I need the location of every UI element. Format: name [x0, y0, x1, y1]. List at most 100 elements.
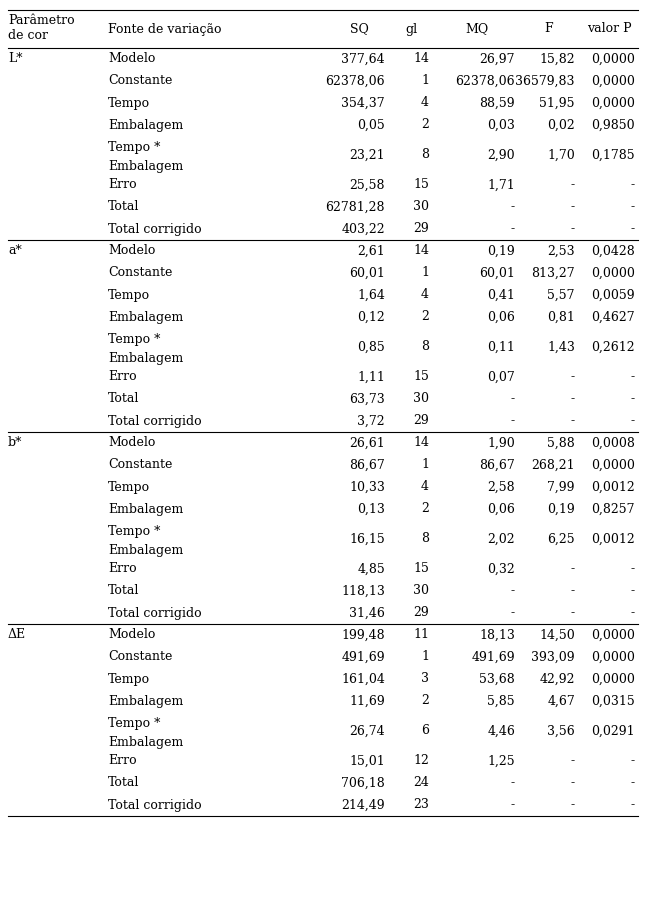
Text: 5,85: 5,85	[488, 695, 515, 707]
Text: 1,90: 1,90	[487, 436, 515, 450]
Text: 1: 1	[421, 651, 429, 663]
Text: -: -	[571, 370, 575, 384]
Text: Modelo: Modelo	[108, 244, 155, 258]
Text: L*: L*	[8, 52, 23, 66]
Text: 0,32: 0,32	[487, 562, 515, 576]
Text: Embalagem: Embalagem	[108, 736, 183, 749]
Text: 0,03: 0,03	[487, 119, 515, 132]
Text: 23,21: 23,21	[350, 149, 385, 161]
Text: 29: 29	[413, 223, 429, 235]
Text: a*: a*	[8, 244, 22, 258]
Text: 60,01: 60,01	[479, 267, 515, 279]
Text: 354,37: 354,37	[341, 96, 385, 110]
Text: Embalagem: Embalagem	[108, 351, 183, 365]
Text: 0,0012: 0,0012	[591, 532, 635, 545]
Text: Fonte de variação: Fonte de variação	[108, 23, 221, 35]
Text: 1,70: 1,70	[547, 149, 575, 161]
Text: 8: 8	[421, 341, 429, 353]
Text: 11,69: 11,69	[349, 695, 385, 707]
Text: -: -	[511, 798, 515, 812]
Text: 0,13: 0,13	[357, 503, 385, 515]
Text: 5,88: 5,88	[547, 436, 575, 450]
Text: -: -	[571, 393, 575, 405]
Text: 23: 23	[413, 798, 429, 812]
Text: 14: 14	[413, 436, 429, 450]
Text: 1: 1	[421, 459, 429, 471]
Text: -: -	[511, 414, 515, 427]
Text: 15: 15	[413, 562, 429, 576]
Text: 63,73: 63,73	[349, 393, 385, 405]
Text: Modelo: Modelo	[108, 52, 155, 66]
Text: 0,0428: 0,0428	[591, 244, 635, 258]
Text: 26,61: 26,61	[349, 436, 385, 450]
Text: 0,1785: 0,1785	[591, 149, 635, 161]
Text: 30: 30	[413, 201, 429, 214]
Text: 12: 12	[413, 754, 429, 768]
Text: -: -	[571, 178, 575, 192]
Text: -: -	[571, 201, 575, 214]
Text: Constante: Constante	[108, 651, 172, 663]
Text: Tempo: Tempo	[108, 672, 150, 686]
Text: 30: 30	[413, 585, 429, 597]
Text: 2,61: 2,61	[357, 244, 385, 258]
Text: 26,97: 26,97	[479, 52, 515, 66]
Text: Total corrigido: Total corrigido	[108, 223, 202, 235]
Text: Constante: Constante	[108, 75, 172, 87]
Text: Embalagem: Embalagem	[108, 311, 183, 323]
Text: F: F	[544, 23, 553, 35]
Text: Erro: Erro	[108, 370, 137, 384]
Text: -: -	[631, 370, 635, 384]
Text: Tempo *: Tempo *	[108, 333, 161, 346]
Text: 0,19: 0,19	[487, 244, 515, 258]
Text: Tempo: Tempo	[108, 288, 150, 302]
Text: 2: 2	[421, 695, 429, 707]
Text: 706,18: 706,18	[341, 777, 385, 789]
Text: 0,0000: 0,0000	[591, 75, 635, 87]
Text: Total corrigido: Total corrigido	[108, 798, 202, 812]
Text: 31,46: 31,46	[349, 606, 385, 620]
Text: 0,0000: 0,0000	[591, 629, 635, 642]
Text: 86,67: 86,67	[479, 459, 515, 471]
Text: 1,71: 1,71	[487, 178, 515, 192]
Text: 2,90: 2,90	[488, 149, 515, 161]
Text: -: -	[571, 777, 575, 789]
Text: 30: 30	[413, 393, 429, 405]
Text: -: -	[631, 178, 635, 192]
Text: 2,53: 2,53	[548, 244, 575, 258]
Text: 0,0000: 0,0000	[591, 459, 635, 471]
Text: 11: 11	[413, 629, 429, 642]
Text: Tempo *: Tempo *	[108, 525, 161, 538]
Text: 42,92: 42,92	[539, 672, 575, 686]
Text: ΔE: ΔE	[8, 629, 26, 642]
Text: 118,13: 118,13	[341, 585, 385, 597]
Text: 491,69: 491,69	[341, 651, 385, 663]
Text: 0,06: 0,06	[487, 503, 515, 515]
Text: Total corrigido: Total corrigido	[108, 606, 202, 620]
Text: Total: Total	[108, 777, 139, 789]
Text: Total corrigido: Total corrigido	[108, 414, 202, 427]
Text: gl: gl	[405, 23, 417, 35]
Text: Erro: Erro	[108, 562, 137, 576]
Text: 86,67: 86,67	[349, 459, 385, 471]
Text: 0,0000: 0,0000	[591, 52, 635, 66]
Text: Embalagem: Embalagem	[108, 503, 183, 515]
Text: 8: 8	[421, 149, 429, 161]
Text: 7,99: 7,99	[548, 480, 575, 494]
Text: Total: Total	[108, 201, 139, 214]
Text: Embalagem: Embalagem	[108, 119, 183, 132]
Text: -: -	[511, 585, 515, 597]
Text: 15,82: 15,82	[539, 52, 575, 66]
Text: 10,33: 10,33	[349, 480, 385, 494]
Text: -: -	[511, 223, 515, 235]
Text: -: -	[631, 585, 635, 597]
Text: 0,85: 0,85	[357, 341, 385, 353]
Text: 6: 6	[421, 724, 429, 738]
Text: 813,27: 813,27	[531, 267, 575, 279]
Text: 4,67: 4,67	[547, 695, 575, 707]
Text: 8: 8	[421, 532, 429, 545]
Text: 0,0315: 0,0315	[591, 695, 635, 707]
Text: -: -	[631, 562, 635, 576]
Text: 25,58: 25,58	[350, 178, 385, 192]
Text: -: -	[511, 201, 515, 214]
Text: -: -	[571, 754, 575, 768]
